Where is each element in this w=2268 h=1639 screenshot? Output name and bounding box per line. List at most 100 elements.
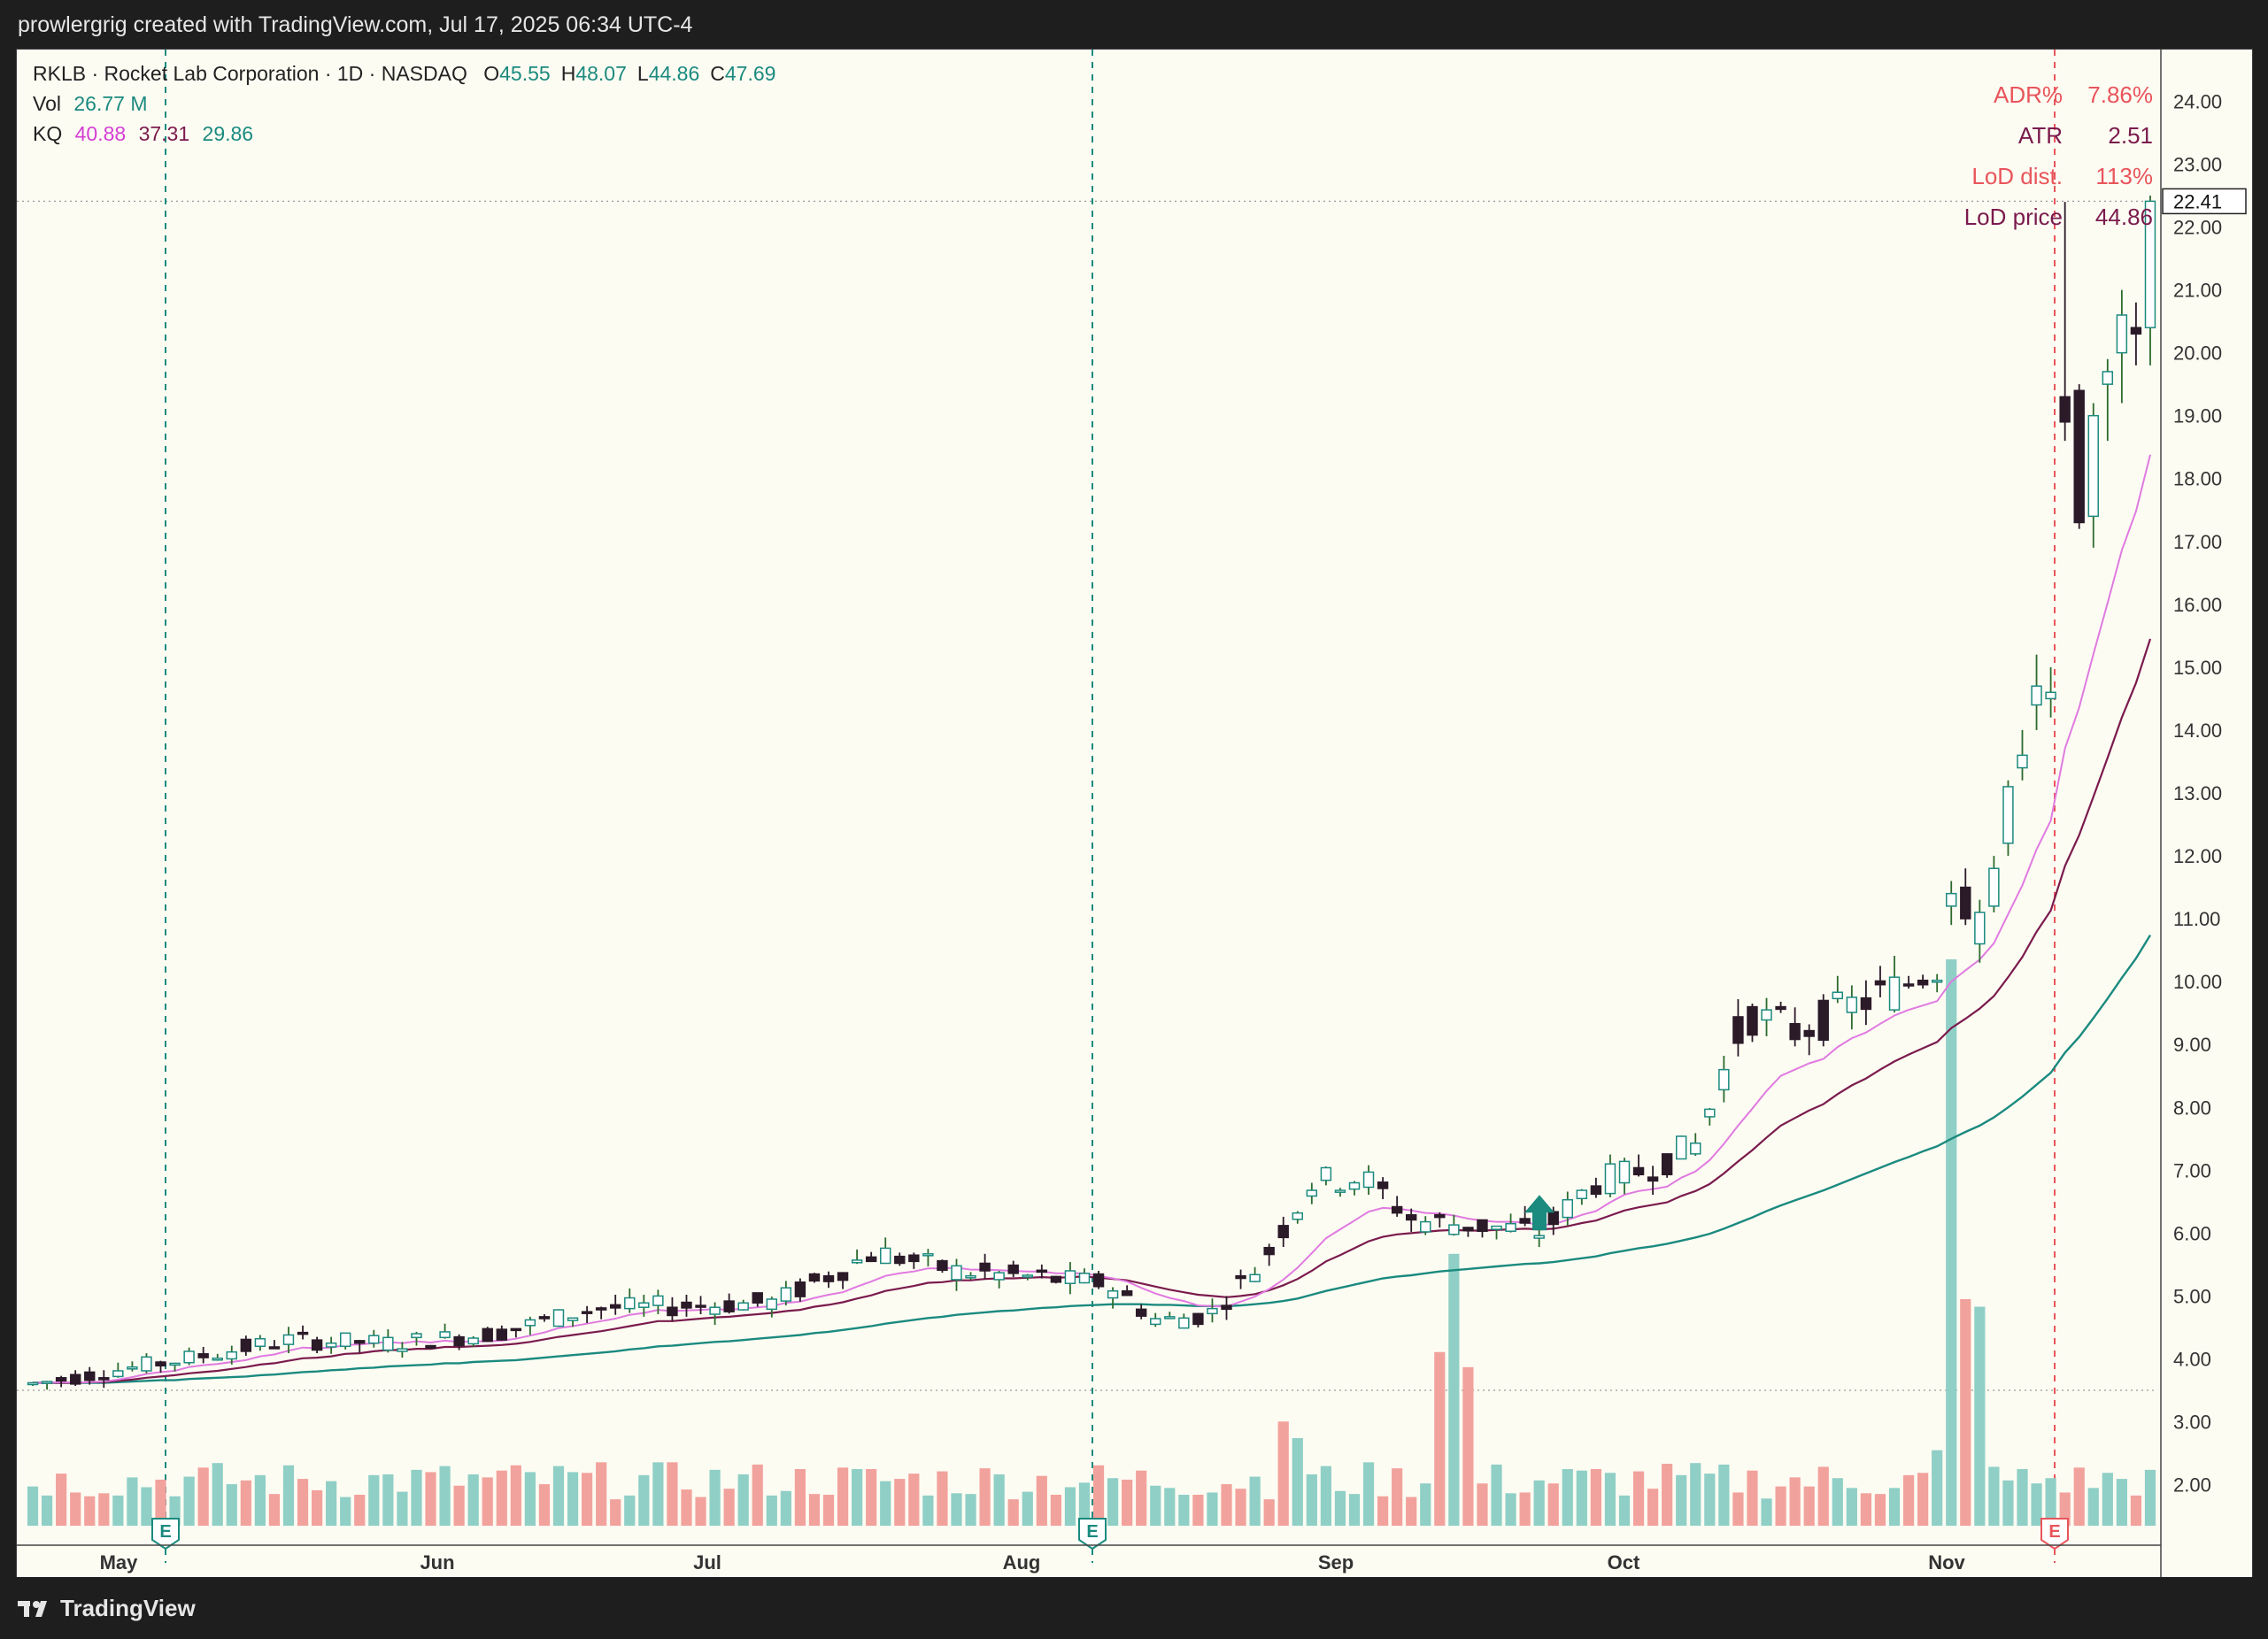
candle-body: [1064, 1270, 1076, 1284]
candle-body: [1092, 1273, 1105, 1288]
candle-body: [808, 1273, 821, 1282]
price-tick-label: 7.00: [2173, 1159, 2211, 1181]
volume-bar: [596, 1462, 607, 1526]
candle-body: [1135, 1308, 1147, 1317]
candle-body: [1974, 912, 1986, 945]
volume-bar: [1320, 1466, 1331, 1526]
volume-bar: [1874, 1494, 1886, 1526]
candle-body: [1704, 1108, 1716, 1118]
candle-body: [2102, 371, 2114, 385]
volume-bar: [1235, 1489, 1246, 1526]
stats-row-lod-price: LoD price 44.86: [1964, 196, 2153, 237]
price-tick-label: 5.00: [2173, 1285, 2211, 1307]
candle-body: [411, 1333, 422, 1339]
candle-body: [880, 1247, 891, 1265]
volume-bar: [723, 1489, 735, 1526]
ema-mid-line: [33, 638, 2152, 1384]
candle-body: [183, 1350, 195, 1364]
volume-bar: [2116, 1479, 2127, 1526]
volume-label: Vol: [33, 92, 61, 115]
volume-bar: [1902, 1474, 1915, 1526]
candle-body: [922, 1253, 934, 1257]
volume-bar: [1150, 1485, 1161, 1526]
volume-bar: [510, 1465, 521, 1526]
volume-bar: [282, 1465, 295, 1526]
volume-bar: [56, 1474, 67, 1526]
volume-bar: [1576, 1470, 1587, 1526]
volume-bar: [1334, 1490, 1346, 1526]
volume-bar: [951, 1493, 962, 1526]
candle-body: [1377, 1181, 1389, 1189]
volume-bar: [397, 1491, 408, 1526]
volume-bar: [1122, 1479, 1133, 1526]
volume-bar: [709, 1469, 721, 1526]
volume-bar: [212, 1463, 223, 1526]
volume-bar: [1732, 1492, 1744, 1526]
candle-body: [1874, 980, 1886, 986]
volume-bar: [1846, 1488, 1857, 1526]
volume-bar: [127, 1477, 138, 1526]
candle-body: [1676, 1135, 1687, 1160]
price-tick-label: 22.00: [2173, 217, 2222, 239]
volume-bar: [1718, 1464, 1730, 1526]
candle-body: [780, 1287, 792, 1302]
chart-panel[interactable]: E E E 2.00 3.00 4.00 5.00 6.00 7.00 8.00 9.00 10.00…: [16, 49, 2253, 1579]
tradingview-logo-icon: [18, 1600, 47, 1617]
candle-body: [552, 1309, 565, 1327]
volume-bar: [1164, 1488, 1176, 1526]
volume-bar: [610, 1499, 621, 1526]
volume-bar: [70, 1492, 81, 1526]
volume-bar: [524, 1472, 536, 1526]
candle-body: [1164, 1316, 1176, 1320]
tradingview-logo[interactable]: TradingView: [18, 1595, 196, 1622]
volume-bar: [2102, 1473, 2113, 1526]
candle-body: [1789, 1023, 1801, 1041]
volume-bar: [979, 1468, 991, 1526]
candle-body: [1178, 1317, 1190, 1329]
volume-bar: [467, 1474, 479, 1526]
kq-label: KQ: [33, 122, 63, 145]
candle-body: [1420, 1220, 1431, 1233]
earnings-badge-label: E: [1086, 1522, 1098, 1542]
candle-body: [1050, 1275, 1062, 1283]
candle-body: [1221, 1304, 1232, 1311]
volume-bar: [538, 1484, 551, 1526]
price-tick-label: 6.00: [2173, 1222, 2211, 1244]
price-tick-label: 20.00: [2173, 342, 2222, 365]
candle-body: [339, 1332, 351, 1348]
volume-bar: [652, 1462, 664, 1526]
volume-bar: [2073, 1467, 2085, 1526]
volume-bar: [1775, 1486, 1786, 1526]
candle-body: [965, 1274, 976, 1279]
price-chart[interactable]: E E E 2.00 3.00 4.00 5.00 6.00 7.00 8.00 9.00 10.00…: [17, 50, 2252, 1578]
earnings-badge-icon: [1078, 1518, 1107, 1551]
volume-bar: [1306, 1474, 1317, 1526]
candle-body: [27, 1381, 39, 1386]
earnings-badge-icon: [2040, 1518, 2069, 1551]
candle-body: [1007, 1264, 1019, 1274]
volume-bar: [1647, 1489, 1659, 1526]
candle-body: [1292, 1212, 1303, 1220]
candle-body: [510, 1327, 522, 1332]
candle-body: [1604, 1163, 1616, 1195]
candle-body: [1362, 1171, 1375, 1189]
volume-bar: [326, 1481, 337, 1526]
volume-bar: [1932, 1450, 1943, 1526]
candle-body: [197, 1353, 209, 1358]
candle-body: [2087, 414, 2099, 518]
candle-body: [1533, 1235, 1545, 1239]
candle-body: [1078, 1273, 1091, 1284]
kq-legend: KQ 40.88 37.31 29.86: [33, 122, 253, 146]
volume-bar: [1789, 1477, 1801, 1526]
candle-body: [467, 1337, 479, 1345]
volume-bar: [297, 1479, 309, 1526]
candle-body: [84, 1371, 96, 1381]
volume-bar: [2031, 1483, 2042, 1526]
stats-label: LoD dist.: [1971, 163, 2063, 189]
volume-bar: [382, 1474, 394, 1526]
volume-bar: [1392, 1468, 1403, 1526]
volume-bar: [1448, 1253, 1460, 1526]
volume-bar: [1547, 1483, 1559, 1526]
candle-body: [567, 1317, 579, 1321]
candle-body: [2045, 691, 2056, 700]
